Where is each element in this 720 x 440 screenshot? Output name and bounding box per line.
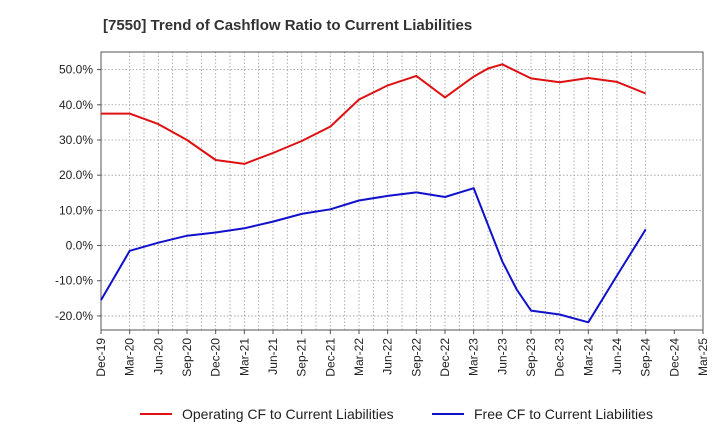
x-tick-label-3: Sep-20 <box>180 338 194 377</box>
x-tick-label-14: Jun-23 <box>495 338 509 375</box>
series-layer <box>100 63 647 324</box>
x-tick-label-16: Dec-23 <box>553 338 567 377</box>
x-tick-label-5: Mar-21 <box>237 338 251 376</box>
x-tick-label-6: Jun-21 <box>266 338 280 375</box>
legend: Operating CF to Current Liabilities Free… <box>140 406 653 422</box>
x-tick-label-10: Jun-22 <box>381 338 395 375</box>
series-line-1 <box>100 187 647 324</box>
y-tick-label-6: 40.0% <box>59 98 93 112</box>
y-tick-label-5: 30.0% <box>59 133 93 147</box>
legend-label-operating-cf: Operating CF to Current Liabilities <box>182 406 394 422</box>
x-tick-label-2: Jun-20 <box>151 338 165 375</box>
x-tick-label-18: Jun-24 <box>610 338 624 375</box>
x-tick-label-11: Sep-22 <box>409 338 423 377</box>
x-tick-label-19: Sep-24 <box>639 338 653 377</box>
y-tick-label-2: 0.0% <box>66 239 94 253</box>
grid-layer <box>100 52 703 330</box>
series-line-0 <box>101 63 647 165</box>
x-tick-label-12: Dec-22 <box>438 338 452 377</box>
y-tick-label-1: -10.0% <box>55 274 93 288</box>
x-tick-label-17: Mar-24 <box>581 338 595 376</box>
x-tick-label-7: Sep-21 <box>295 338 309 377</box>
plot-frame <box>100 51 704 331</box>
x-tick-label-8: Dec-21 <box>323 338 337 377</box>
x-tick-label-13: Mar-23 <box>467 338 481 376</box>
y-tick-label-0: -20.0% <box>55 309 93 323</box>
x-tick-label-20: Dec-24 <box>667 338 681 377</box>
x-tick-label-21: Mar-25 <box>696 338 710 376</box>
chart-title: [7550] Trend of Cashflow Ratio to Curren… <box>103 17 472 34</box>
x-tick-label-4: Dec-20 <box>209 338 223 377</box>
y-tick-label-7: 50.0% <box>59 63 93 77</box>
y-tick-label-4: 20.0% <box>59 168 93 182</box>
x-tick-label-1: Mar-20 <box>123 338 137 376</box>
x-tick-label-0: Dec-19 <box>94 338 108 377</box>
y-tick-label-3: 10.0% <box>59 203 93 217</box>
y-axis-ticks: -20.0% -10.0% 0.0% 10.0% 20.0% 30.0% 40.0% 50.0… <box>55 63 101 323</box>
x-tick-label-15: Sep-23 <box>524 338 538 377</box>
x-axis-ticks: Dec-19 Mar-20 Jun-20 Sep-20 Dec-20 Mar-21 Jun-… <box>94 330 710 377</box>
legend-label-free-cf: Free CF to Current Liabilities <box>474 406 653 422</box>
x-tick-label-9: Mar-22 <box>352 338 366 376</box>
